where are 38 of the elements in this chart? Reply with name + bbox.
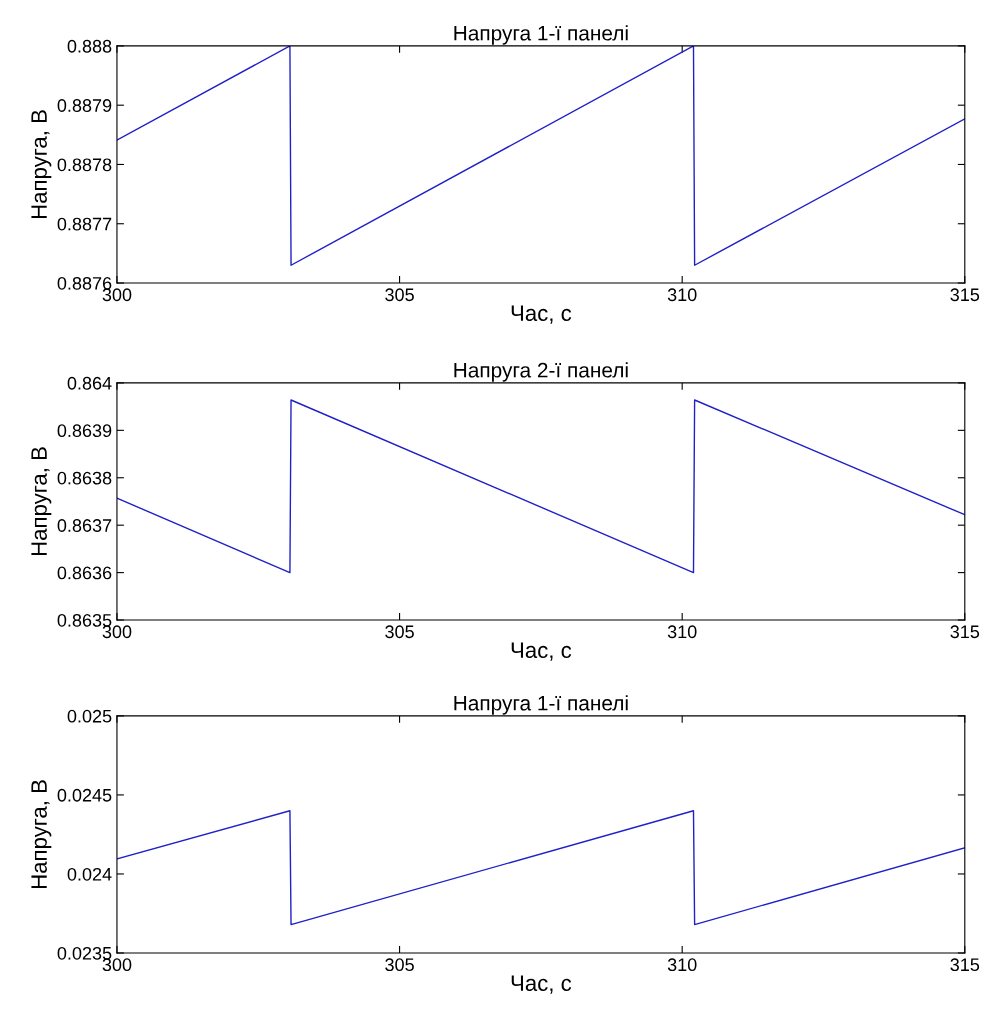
y-tick-label: 0.025	[67, 709, 112, 723]
x-tick-label: 305	[385, 958, 414, 972]
y-tick-label: 0.8636	[57, 566, 112, 580]
x-tick-label: 300	[102, 288, 132, 302]
x-tick-label: 300	[102, 958, 132, 972]
x-axis-title: Час, с	[511, 642, 572, 661]
x-axis-title: Час, с	[511, 305, 572, 324]
line-series	[116, 399, 965, 574]
y-tick-label: 0.0245	[57, 788, 112, 802]
y-axis-title: Напруга, В	[31, 780, 52, 889]
x-tick-label: 305	[385, 288, 414, 302]
y-tick-label: 0.8879	[57, 99, 112, 112]
chart-title: Напруга 2-ї панелі	[454, 362, 628, 382]
x-tick-label: 305	[385, 625, 414, 639]
chart-title: Напруга 1-ї панелі	[454, 25, 628, 45]
x-tick-label: 300	[102, 625, 132, 639]
y-tick-label: 0.8876	[57, 276, 112, 290]
x-tick-label: 315	[950, 288, 980, 302]
y-axis-title: Напруга, В	[31, 110, 52, 219]
x-axis-title: Час, с	[511, 975, 572, 994]
y-tick-label: 0.024	[67, 867, 112, 881]
x-tick-label: 310	[667, 288, 697, 302]
x-tick-label: 315	[950, 625, 980, 639]
y-tick-label: 0.8639	[57, 424, 112, 438]
y-tick-label: 0.8637	[57, 519, 112, 532]
y-tick-label: 0.8638	[57, 471, 112, 485]
x-tick-label: 310	[667, 625, 697, 639]
y-tick-label: 0.8877	[57, 217, 112, 231]
x-tick-label: 315	[950, 958, 980, 972]
line-series	[116, 810, 965, 926]
y-tick-label: 0.888	[67, 39, 112, 53]
y-tick-label: 0.8635	[57, 613, 112, 627]
x-tick-label: 310	[667, 958, 697, 972]
y-tick-label: 0.864	[67, 376, 112, 390]
chart-title: Напруга 1-ї панелі	[454, 695, 628, 715]
y-tick-label: 0.8878	[57, 158, 112, 172]
y-tick-label: 0.0235	[57, 946, 112, 960]
y-axis-title: Напруга, В	[31, 447, 52, 556]
